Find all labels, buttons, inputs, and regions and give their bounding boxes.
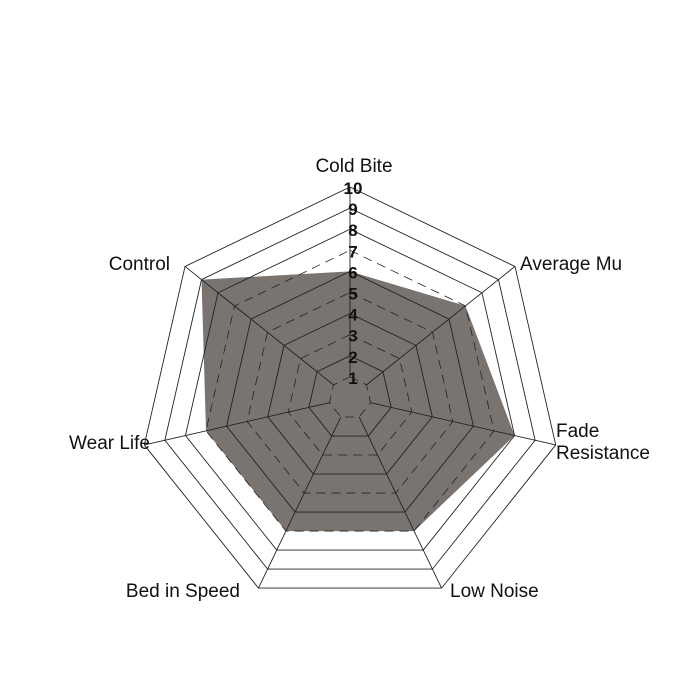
tick-label: 4 xyxy=(348,306,358,325)
grid-ring-9 xyxy=(164,207,536,570)
tick-label: 10 xyxy=(344,179,363,198)
axis-label: Control xyxy=(109,254,170,275)
tick-label: 8 xyxy=(348,221,357,240)
axis-label: Wear Life xyxy=(69,433,150,454)
grid-ring-8 xyxy=(184,228,516,551)
spoke-4 xyxy=(258,416,342,589)
grid-ring-4 xyxy=(267,313,433,475)
grid-ring-1 xyxy=(328,376,372,418)
tick-label: 2 xyxy=(348,348,357,367)
spoke-3 xyxy=(358,416,442,589)
grid-ring-5 xyxy=(246,292,454,494)
grid-ring-3 xyxy=(287,334,413,456)
grid-ring-2 xyxy=(308,355,392,437)
tick-label: 9 xyxy=(348,200,357,219)
spoke-1 xyxy=(366,266,516,386)
tick-label: 6 xyxy=(348,263,357,282)
tick-label: 1 xyxy=(348,369,357,388)
grid-ring-6 xyxy=(226,270,474,513)
spoke-2 xyxy=(370,402,556,446)
grid-ring-10 xyxy=(143,186,557,589)
data-area xyxy=(201,271,515,532)
axis-label: Fade Resistance xyxy=(556,421,650,464)
tick-label: 5 xyxy=(348,285,357,304)
axis-label: Low Noise xyxy=(450,581,539,602)
spoke-6 xyxy=(184,266,334,386)
tick-label: 3 xyxy=(348,327,357,346)
spoke-5 xyxy=(144,402,330,446)
axis-label: Cold Bite xyxy=(315,156,392,177)
tick-label: 7 xyxy=(348,242,357,261)
axis-label: Average Mu xyxy=(520,254,622,275)
axis-label: Bed in Speed xyxy=(126,581,240,602)
